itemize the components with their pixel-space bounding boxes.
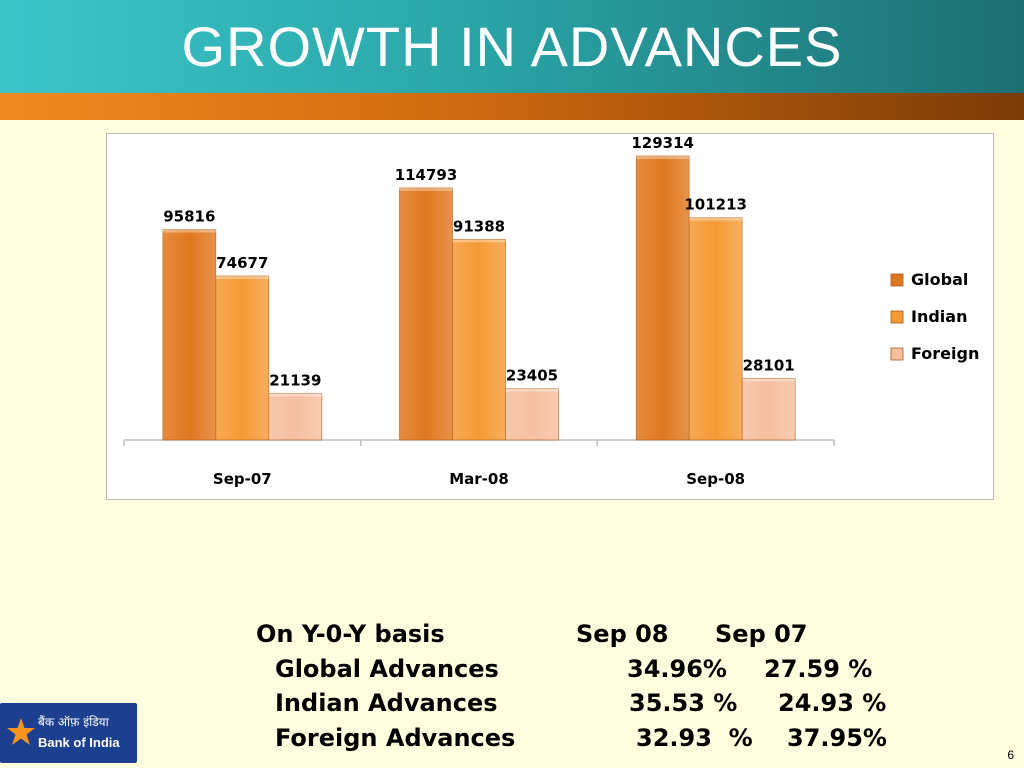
title-underline-bar bbox=[0, 93, 1024, 120]
data-label: 74677 bbox=[216, 254, 268, 272]
yoy-col1-header: Sep 08 bbox=[576, 620, 669, 648]
yoy-col2-header: Sep 07 bbox=[715, 620, 808, 648]
legend-swatch-foreign bbox=[890, 347, 904, 361]
legend-label-foreign: Foreign bbox=[911, 344, 979, 363]
yoy-row-value: 24.93 % bbox=[778, 689, 887, 717]
legend-label-global: Global bbox=[911, 270, 968, 289]
yoy-heading: On Y-0-Y basis bbox=[256, 620, 445, 648]
bar-highlight bbox=[215, 275, 269, 279]
bar-foreign-sep-07 bbox=[268, 393, 323, 441]
bar-global-sep-07 bbox=[162, 229, 217, 441]
star-icon bbox=[7, 718, 35, 745]
bar-highlight bbox=[505, 388, 559, 392]
yoy-row-label: Indian Advances bbox=[275, 689, 498, 717]
title-bar bbox=[0, 0, 1024, 93]
bar-global-sep-08 bbox=[635, 155, 690, 441]
bar-highlight bbox=[399, 187, 453, 191]
bar-global-mar-08 bbox=[399, 187, 453, 441]
bar-foreign-mar-08 bbox=[505, 388, 559, 441]
bank-logo: बैंक ऑफ़ इंडिया Bank of India bbox=[0, 703, 137, 763]
bar-indian-mar-08 bbox=[452, 238, 506, 441]
bar-foreign-sep-08 bbox=[741, 377, 796, 441]
yoy-row-value: 32.93 % bbox=[636, 724, 753, 752]
bar-indian-sep-07 bbox=[215, 275, 270, 441]
bar-highlight bbox=[268, 393, 322, 397]
chart-area: 95816 74677 21139 Sep-07 114793 91388 23405 Mar… bbox=[106, 133, 994, 500]
data-label: 101213 bbox=[684, 196, 747, 214]
data-label: 114793 bbox=[395, 166, 458, 184]
yoy-row-value: 35.53 % bbox=[629, 689, 738, 717]
data-label: 21139 bbox=[269, 372, 321, 390]
bar-highlight bbox=[452, 239, 506, 243]
bar-highlight bbox=[636, 156, 690, 159]
yoy-row-label: Foreign Advances bbox=[275, 724, 516, 752]
bar-indian-sep-08 bbox=[688, 217, 743, 441]
x-tick-label: Mar-08 bbox=[449, 470, 509, 488]
x-tick-label: Sep-08 bbox=[686, 470, 745, 488]
data-label: 23405 bbox=[506, 367, 558, 385]
bar-highlight bbox=[742, 378, 796, 382]
yoy-row-value: 27.59 % bbox=[764, 655, 873, 683]
bar-highlight bbox=[162, 229, 216, 233]
data-label: 28101 bbox=[743, 356, 795, 374]
slide-title: GROWTH IN ADVANCES bbox=[181, 15, 843, 78]
logo-hindi-text: बैंक ऑफ़ इंडिया bbox=[38, 715, 109, 729]
data-label: 91388 bbox=[453, 217, 505, 235]
logo-name-text: Bank of India bbox=[38, 735, 120, 750]
yoy-row-label: Global Advances bbox=[275, 655, 499, 683]
legend-swatch-indian bbox=[890, 310, 904, 324]
data-label: 129314 bbox=[631, 134, 694, 152]
legend-swatch-global bbox=[890, 273, 904, 287]
yoy-row-value: 34.96% bbox=[627, 655, 727, 683]
bar-highlight bbox=[689, 217, 743, 221]
data-label: 95816 bbox=[163, 208, 215, 226]
legend-label-indian: Indian bbox=[911, 307, 967, 326]
bar-chart: 95816 74677 21139 Sep-07 114793 91388 23405 Mar… bbox=[123, 134, 979, 488]
yoy-row-value: 37.95% bbox=[787, 724, 887, 752]
page-number: 6 bbox=[1007, 748, 1014, 762]
x-tick-label: Sep-07 bbox=[213, 470, 272, 488]
